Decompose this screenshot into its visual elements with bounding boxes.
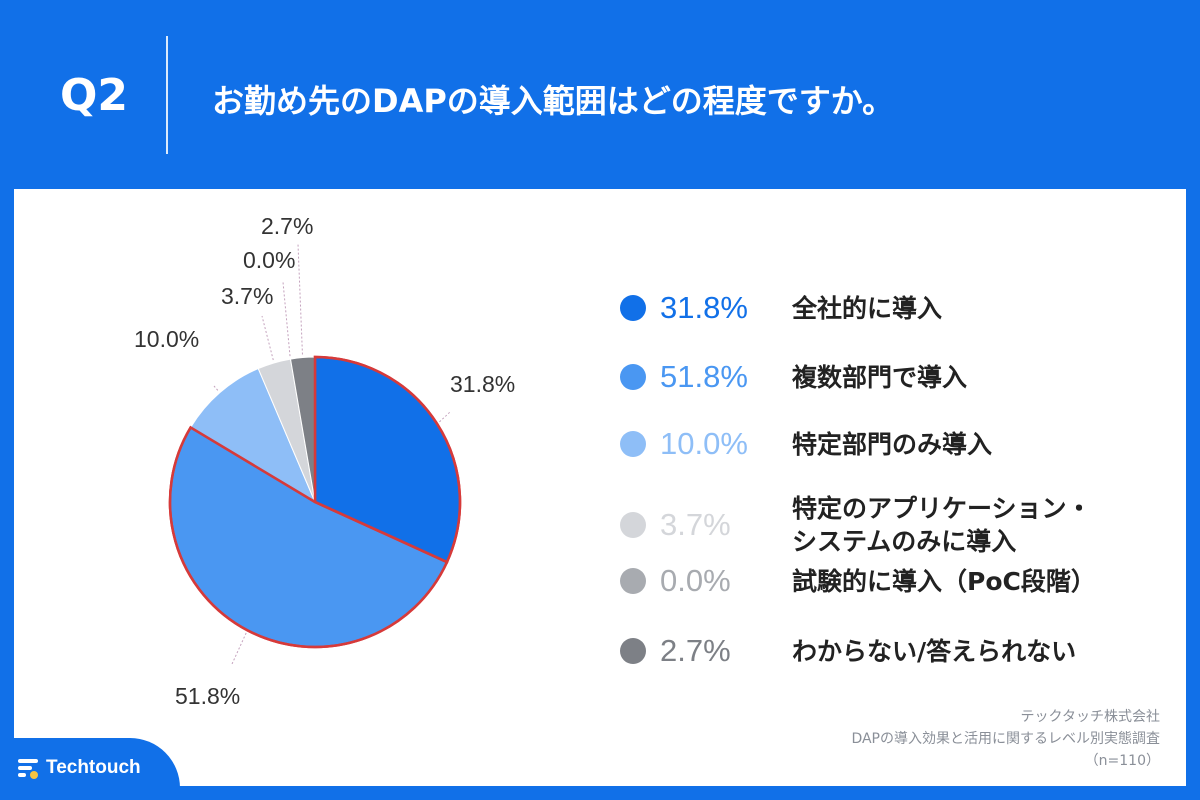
legend-swatch (620, 364, 646, 390)
legend-percent: 2.7% (660, 633, 731, 668)
header-divider (166, 36, 168, 154)
pie-slice-highlight (313, 355, 462, 564)
leader-line (282, 281, 291, 357)
legend-label: 全社的に導入 (792, 292, 942, 325)
techtouch-logo: Techtouch (18, 756, 141, 780)
leader-line (261, 315, 274, 361)
legend-percent: 3.7% (660, 507, 731, 542)
legend-percent: 0.0% (660, 563, 731, 598)
source-survey: DAPの導入効果と活用に関するレベル別実態調査 (851, 731, 1160, 747)
pie-data-label: 0.0% (243, 247, 296, 273)
pie-slice-highlight (168, 425, 449, 649)
leader-line (213, 385, 219, 391)
legend-label: 試験的に導入（PoC段階） (792, 565, 1096, 598)
legend-label: 複数部門で導入 (792, 361, 967, 394)
leader-line (297, 243, 303, 355)
legend-percent: 31.8% (660, 290, 748, 325)
pie-data-label: 3.7% (221, 283, 274, 309)
legend-swatch (620, 568, 646, 594)
legend-swatch (620, 512, 646, 538)
legend-label: わからない/答えられない (792, 635, 1076, 668)
techtouch-logo-icon (18, 756, 42, 780)
legend-swatch (620, 431, 646, 457)
question-number: Q2 (60, 70, 129, 121)
legend-item: 2.7% わからない/答えられない (620, 633, 1076, 669)
legend-label-line: システムのみに導入 (792, 527, 1017, 556)
legend-label-line: 特定部門のみ導入 (792, 429, 993, 459)
legend-label-line: 全社的に導入 (792, 293, 943, 323)
pie-slice (189, 367, 317, 504)
leader-line (231, 632, 247, 665)
pie-data-label: 2.7% (261, 213, 314, 239)
pie-data-label: 51.8% (175, 683, 241, 709)
legend-percent: 51.8% (660, 359, 748, 394)
legend-item: 31.8% 全社的に導入 (620, 290, 942, 326)
leader-line (439, 411, 451, 423)
legend-label: 特定部門のみ導入 (792, 428, 992, 461)
question-text: お勤め先のDAPの導入範囲はどの程度ですか。 (212, 82, 895, 120)
pie-data-label: 31.8% (450, 371, 516, 397)
legend-swatch (620, 295, 646, 321)
legend-percent: 10.0% (660, 426, 748, 461)
legend-item: 51.8% 複数部門で導入 (620, 359, 967, 395)
legend-label-line: 特定のアプリケーション・ (792, 494, 1092, 523)
legend-item: 3.7% 特定のアプリケーション・ システムのみに導入 (620, 492, 1092, 558)
legend-item: 0.0% 試験的に導入（PoC段階） (620, 563, 1096, 599)
legend-label-line: 試験的に導入（PoC段階） (792, 566, 1096, 596)
legend-swatch (620, 638, 646, 664)
source-company: テックタッチ株式会社 (1020, 709, 1160, 725)
techtouch-logo-text: Techtouch (46, 757, 141, 778)
legend-label-line: わからない/答えられない (792, 636, 1077, 666)
source-sample: （n=110） (1084, 753, 1160, 769)
legend-label: 特定のアプリケーション・ システムのみに導入 (792, 492, 1092, 558)
source-note: テックタッチ株式会社 DAPの導入効果と活用に関するレベル別実態調査 （n=11… (851, 706, 1160, 772)
pie-data-label: 10.0% (134, 326, 200, 352)
legend-label-line: 複数部門で導入 (792, 362, 968, 392)
legend-item: 10.0% 特定部門のみ導入 (620, 426, 992, 462)
